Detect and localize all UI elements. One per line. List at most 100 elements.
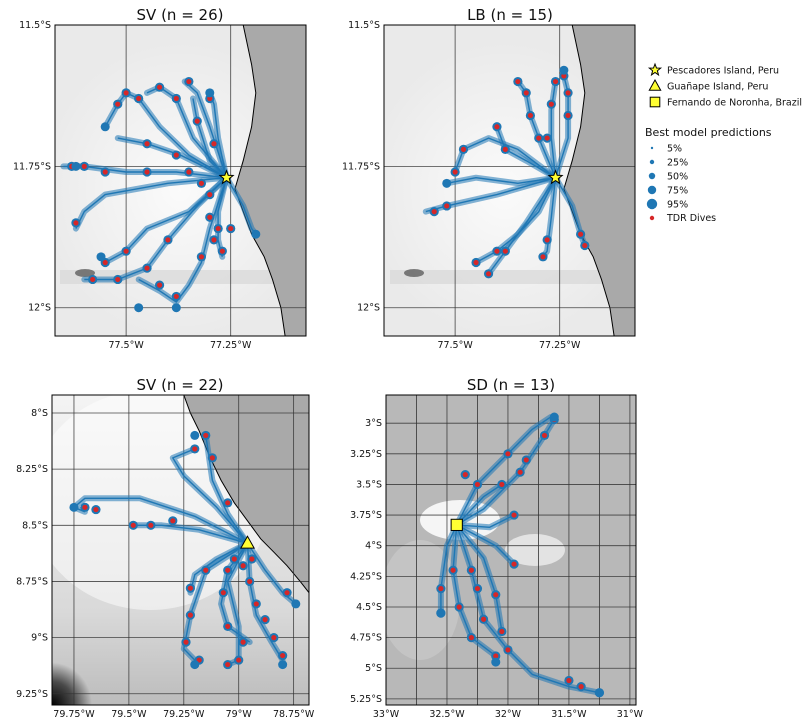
dive-point: [541, 432, 548, 439]
legend-size-label: 25%: [667, 158, 688, 169]
y-tick-label: 3°S: [365, 418, 382, 429]
track-line: [246, 543, 284, 661]
x-tick-label: 79°W: [226, 709, 253, 717]
legend-size-label: 75%: [667, 186, 688, 197]
blobs: [442, 65, 569, 188]
dive-point: [468, 635, 474, 641]
prediction-circle: [594, 688, 604, 698]
dive-point: [130, 522, 136, 528]
x-tick-label: 78.75°W: [273, 709, 315, 717]
prediction-circle: [205, 88, 215, 98]
dive-point: [444, 203, 450, 209]
dive-point: [452, 169, 458, 175]
x-tick-label: 77.5°W: [437, 340, 473, 351]
legend-colony-label: Fernando de Noronha, Brazil: [667, 98, 802, 109]
dive-point: [462, 472, 468, 478]
dive-point: [262, 617, 268, 623]
dive-point: [499, 481, 505, 488]
dive-point: [511, 561, 517, 567]
legend-size-marker: [649, 159, 655, 165]
x-tick-label: 77.5°W: [108, 340, 144, 351]
map-layer: [384, 25, 635, 336]
dive-point: [431, 209, 437, 215]
dive-point: [565, 112, 571, 119]
dive-point: [552, 78, 559, 85]
dive-point: [187, 585, 193, 591]
prediction-circle: [71, 161, 81, 171]
y-tick-label: 8.5°S: [22, 520, 48, 531]
dive-point: [192, 446, 198, 452]
track-line: [454, 137, 556, 179]
dive-point: [494, 248, 500, 254]
prediction-circle: [171, 303, 181, 313]
dive-point: [211, 141, 217, 147]
legend-colony-label: Pescadores Island, Peru: [667, 66, 779, 77]
panel-title: SV (n = 26): [137, 6, 224, 24]
axis-ticks: 11.5°S 11.75°S 12°S 77.5°W 77.25°W: [13, 20, 252, 351]
dive-point: [173, 95, 179, 102]
colony-marker: [239, 535, 255, 549]
colony-marker: [450, 518, 463, 531]
legend-size-marker: [650, 146, 654, 150]
dive-point: [144, 265, 150, 271]
dive-point: [561, 73, 567, 79]
colony-star-marker: [218, 169, 235, 185]
dive-point: [578, 684, 584, 690]
dive-point: [247, 578, 253, 585]
map-layer: [386, 395, 636, 705]
prediction-circle: [190, 430, 200, 440]
y-tick-label: 9°S: [31, 633, 48, 644]
dive-point: [115, 101, 121, 107]
dive-point: [170, 518, 176, 524]
prediction-circle: [549, 412, 559, 422]
track-line: [138, 177, 228, 303]
prediction-circle: [190, 660, 200, 670]
dive-point: [225, 500, 231, 506]
legend-size-label: 5%: [667, 144, 682, 155]
dive-point: [485, 271, 492, 277]
legend-size-label: 50%: [667, 172, 688, 183]
x-tick-label: 79.5°W: [111, 709, 147, 717]
dive-point: [136, 95, 142, 102]
x-tick-label: 79.25°W: [163, 709, 205, 717]
colony-marker: [218, 169, 235, 185]
dive-point: [540, 254, 546, 260]
dive-point: [207, 192, 213, 198]
dive-point: [468, 567, 474, 573]
x-tick-label: 77.25°W: [539, 340, 581, 351]
panel-sv-22: SV (n = 22) 8°S 8.25°S 8.5°S 8.75°S 9°S 9.25°…: [16, 376, 315, 717]
dive-point: [566, 677, 572, 684]
dive-point: [438, 585, 444, 592]
y-tick-label: 4.75°S: [350, 633, 382, 644]
y-tick-label: 5°S: [365, 663, 382, 674]
track-line: [550, 81, 557, 178]
dive-point: [219, 248, 225, 254]
dive-point: [493, 653, 499, 659]
dive-point: [90, 276, 96, 283]
dive-point: [280, 652, 286, 659]
dive-point: [456, 604, 462, 610]
x-tick-label: 32°W: [495, 709, 522, 717]
dive-point: [123, 90, 129, 96]
track-line: [496, 126, 556, 179]
y-tick-label: 12°S: [28, 303, 51, 314]
y-tick-label: 11.5°S: [19, 20, 51, 31]
dive-point: [198, 180, 205, 186]
prediction-circle: [69, 502, 79, 512]
y-tick-label: 4.5°S: [356, 602, 382, 613]
dive-point: [144, 141, 150, 147]
y-tick-label: 9.25°S: [16, 689, 48, 700]
dive-point: [207, 95, 213, 102]
dive-point: [515, 78, 521, 85]
dive-point: [536, 135, 542, 141]
track-line: [75, 177, 227, 229]
dive-point: [73, 220, 79, 226]
prediction-circle: [559, 65, 569, 75]
dive-point: [81, 163, 87, 169]
prediction-circle: [291, 599, 301, 609]
map-layer: [55, 25, 306, 336]
dive-point: [450, 567, 456, 573]
y-tick-label: 3.75°S: [350, 510, 382, 521]
panel-sv-26: SV (n = 26) 11.5°S 11.75°S 12°S 77.5°W 77.25…: [13, 6, 307, 351]
